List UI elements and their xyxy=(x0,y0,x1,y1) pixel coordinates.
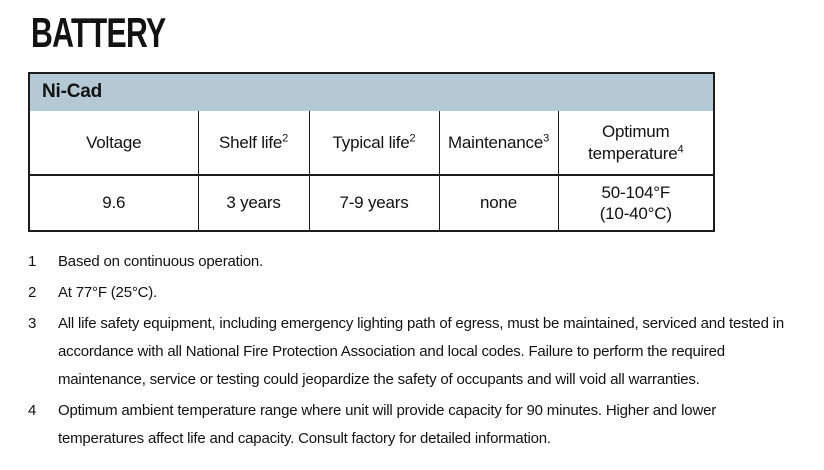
table-row: 9.6 3 years 7-9 years none 50-104°F (10-… xyxy=(29,175,715,231)
column-header-label: Shelf life xyxy=(218,132,283,152)
battery-spec-table: Ni-Cad Voltage Shelf life2 Typical life2… xyxy=(28,72,716,232)
footnote-marker: 2 xyxy=(409,132,416,145)
footnote-list: 1 Based on continuous operation. 2 At 77… xyxy=(28,248,808,453)
table-group-header-row: Ni-Cad xyxy=(29,73,715,111)
column-header-voltage: Voltage xyxy=(29,111,198,176)
page-title: BATTERY xyxy=(31,9,166,56)
footnote-marker: 2 xyxy=(282,132,289,145)
footnote-number: 1 xyxy=(28,253,37,270)
footnote-marker: 3 xyxy=(543,132,550,145)
column-header-typical-life: Typical life2 xyxy=(308,111,439,176)
footnote-text: Optimum ambient temperature range where … xyxy=(58,402,717,447)
footnote-text: All life safety equipment, including eme… xyxy=(58,315,784,388)
column-header-label: Typical life xyxy=(332,132,410,152)
cell-optimum-temperature: 50-104°F (10-40°C) xyxy=(557,175,715,231)
footnote: 2 At 77°F (25°C). xyxy=(28,279,808,307)
footnote-number: 2 xyxy=(28,284,37,301)
cell-voltage: 9.6 xyxy=(102,193,126,213)
column-header-maintenance: Maintenance3 xyxy=(438,111,558,176)
footnote-text: At 77°F (25°C). xyxy=(58,284,158,301)
optimum-temperature-celsius: (10-40°C) xyxy=(599,204,672,223)
footnote-marker: 4 xyxy=(677,142,684,155)
table-group-header: Ni-Cad xyxy=(29,73,715,111)
optimum-temperature-fahrenheit: 50-104°F xyxy=(601,182,671,202)
cell-maintenance: none xyxy=(438,175,558,231)
column-header-optimum-temperature: Optimum temperature4 xyxy=(557,111,715,176)
footnote-text: Based on continuous operation. xyxy=(58,253,263,270)
footnote-number: 4 xyxy=(28,402,37,419)
footnote: 3 All life safety equipment, including e… xyxy=(28,310,808,394)
cell-typical-life: 7-9 years xyxy=(308,175,439,231)
footnote: 1 Based on continuous operation. xyxy=(28,248,808,276)
table-header-row: Voltage Shelf life2 Typical life2 Mainte… xyxy=(29,111,715,176)
footnote: 4 Optimum ambient temperature range wher… xyxy=(28,397,808,453)
cell-shelf-life: 3 years xyxy=(197,175,309,231)
column-header-label: Maintenance xyxy=(447,132,544,152)
column-header-label: Optimum temperature xyxy=(588,122,678,163)
column-header-label: Voltage xyxy=(86,132,142,152)
footnote-number: 3 xyxy=(28,315,37,332)
column-header-shelf-life: Shelf life2 xyxy=(197,111,309,176)
